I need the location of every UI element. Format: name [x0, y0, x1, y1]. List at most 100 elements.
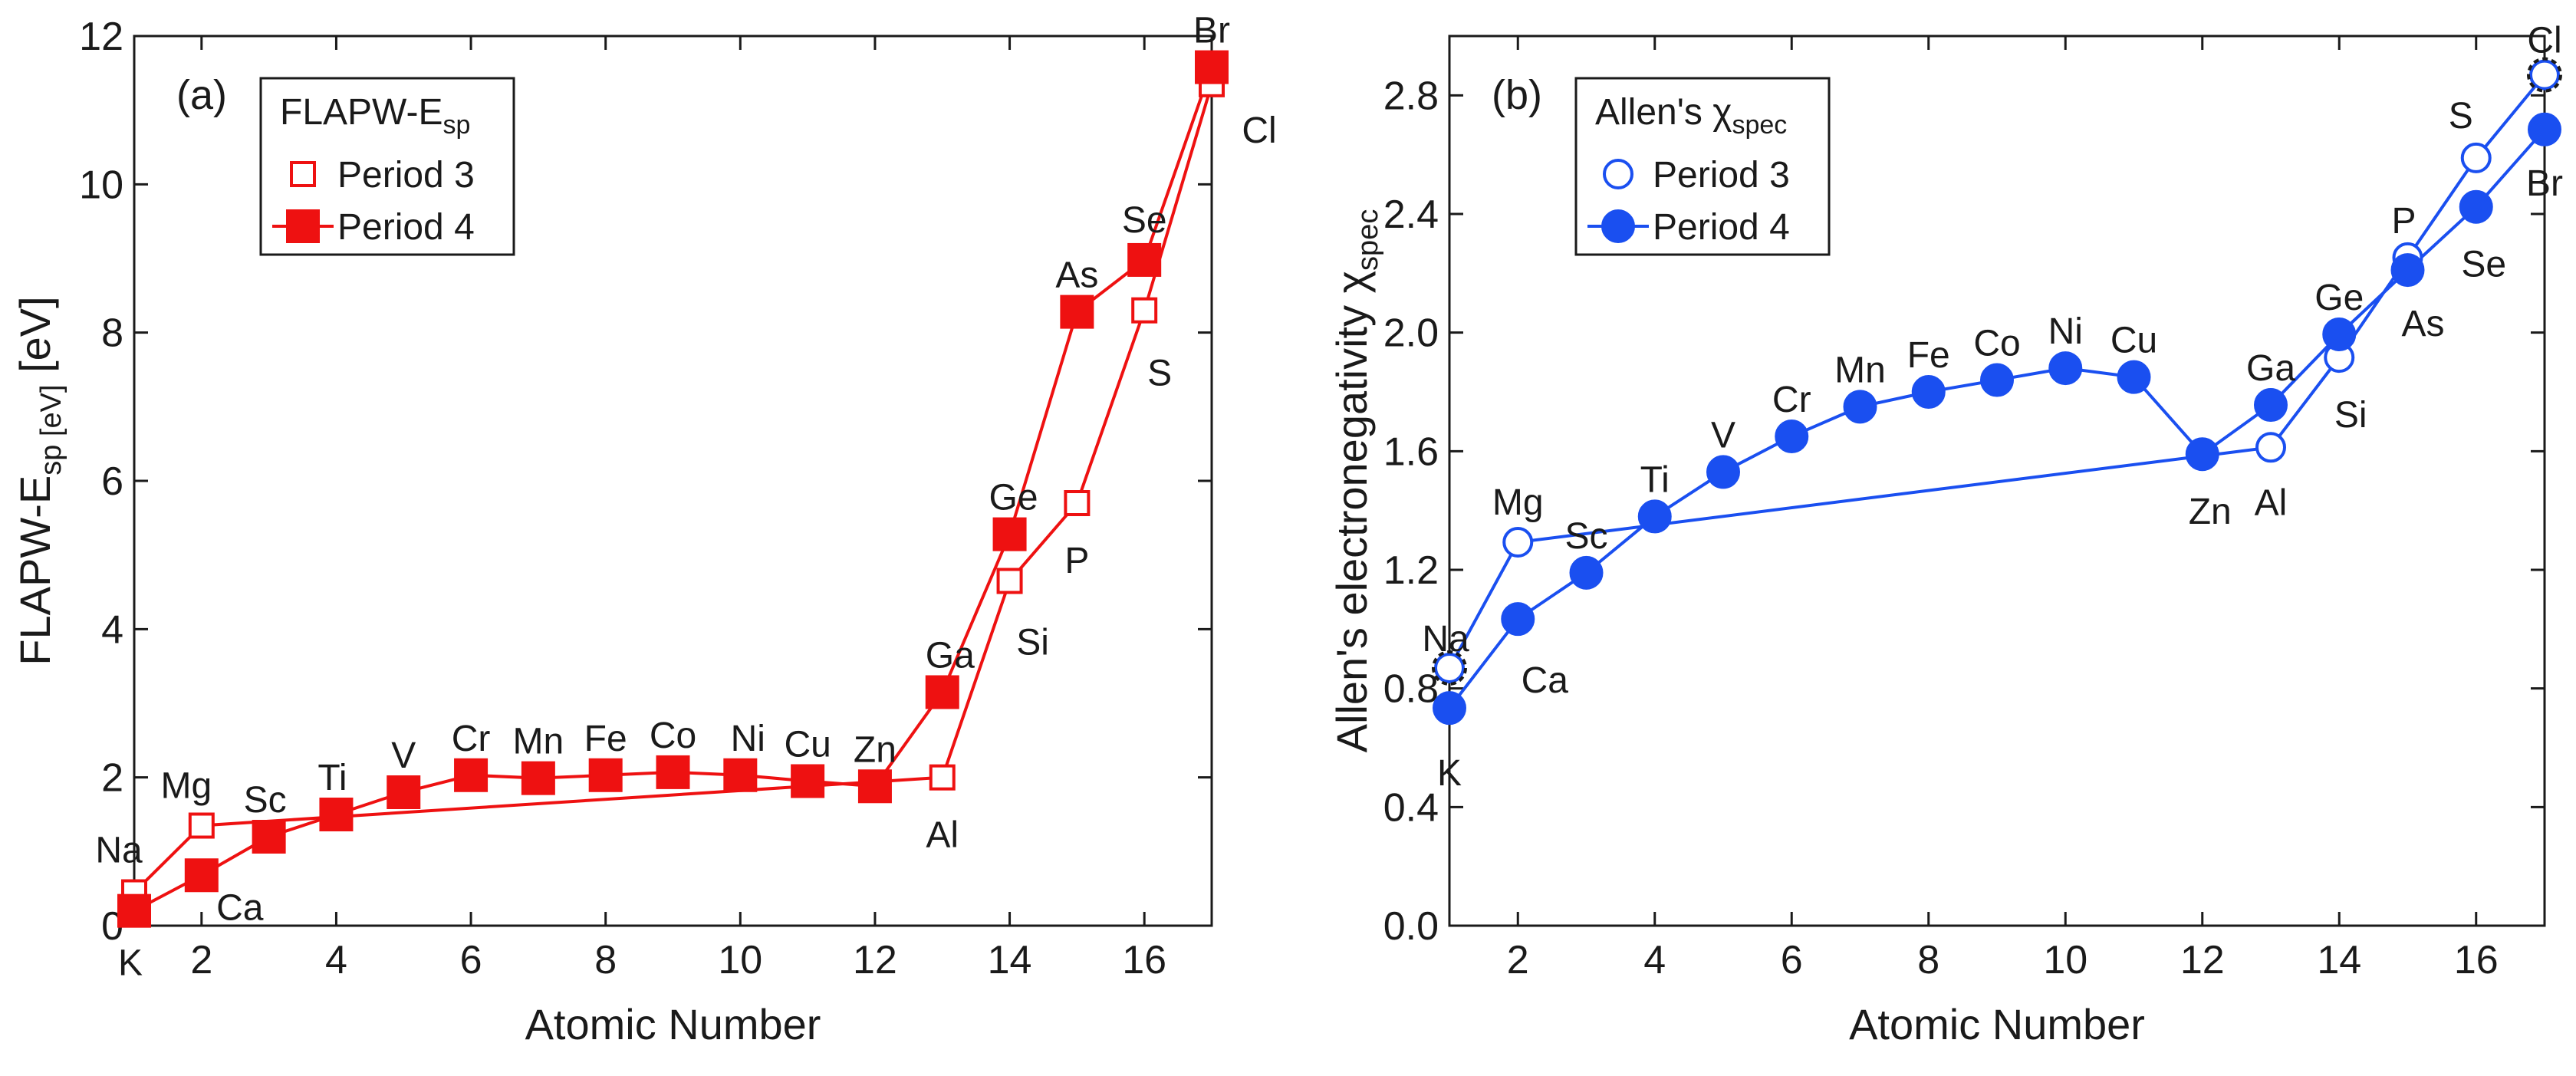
- data-point-al: [2255, 432, 2286, 463]
- y-axis-label-main: Allen's electronegativity χ: [1327, 271, 1376, 752]
- element-label-s: S: [1147, 354, 1172, 394]
- element-label-cu: Cu: [784, 725, 831, 765]
- legend-title: FLAPW-Esp: [280, 92, 470, 140]
- element-label-zn: Zn: [854, 729, 897, 770]
- element-label-br: Br: [2526, 163, 2563, 204]
- x-tick-label: 8: [1917, 938, 1939, 982]
- data-point-mg: [1502, 527, 1534, 558]
- y-tick-label: 2.0: [1383, 311, 1439, 356]
- element-label-se: Se: [2461, 245, 2506, 285]
- x-tick-label: 16: [2454, 938, 2499, 982]
- y-tick-label: 2.4: [1383, 192, 1439, 237]
- element-label-as: As: [1055, 255, 1098, 296]
- element-label-mg: Mg: [1492, 482, 1544, 523]
- data-point-ni: [723, 758, 758, 792]
- y-tick-label: 12: [79, 15, 123, 59]
- legend-title-main: Allen's χ: [1595, 92, 1732, 133]
- highlight-ring-cl: [2527, 57, 2562, 93]
- y-tick-label: 10: [79, 163, 123, 207]
- data-point-fe: [588, 758, 623, 792]
- element-label-na: Na: [1422, 619, 1469, 660]
- legend-entry-period-4: Period 4: [1653, 207, 1790, 248]
- y-axis-label: Allen's electronegativity χspec: [1327, 209, 1384, 753]
- data-point-mg: [188, 812, 215, 839]
- legend-marker-period-3: [290, 161, 316, 187]
- y-tick-label: 1.6: [1383, 429, 1439, 474]
- element-label-sc: Sc: [244, 780, 287, 821]
- data-point-sc: [252, 820, 286, 854]
- legend-title-sub: spec: [1732, 110, 1787, 140]
- legend-title-sub: sp: [442, 110, 470, 140]
- data-point-ga: [2254, 388, 2288, 423]
- panel-label: (b): [1492, 72, 1542, 118]
- element-label-se: Se: [1122, 200, 1167, 241]
- data-point-ti: [319, 798, 354, 831]
- element-label-k: K: [1437, 753, 1462, 794]
- element-label-fe: Fe: [1907, 335, 1950, 376]
- element-label-br: Br: [1193, 11, 1230, 51]
- data-point-na: [1434, 652, 1465, 683]
- element-label-p: P: [1064, 541, 1089, 581]
- element-label-cr: Cr: [452, 719, 491, 759]
- data-point-ge: [992, 517, 1027, 551]
- data-point-mn: [521, 761, 555, 795]
- data-point-cl: [2529, 59, 2560, 90]
- data-point-ca: [1501, 602, 1535, 637]
- data-point-cr: [454, 758, 489, 792]
- element-label-zn: Zn: [2189, 492, 2232, 532]
- data-point-k: [1433, 691, 1466, 726]
- data-point-co: [656, 755, 690, 789]
- data-point-cu: [791, 764, 825, 798]
- data-point-ca: [184, 858, 219, 893]
- y-tick-label: 2: [101, 756, 123, 801]
- y-tick-label: 0.0: [1383, 904, 1439, 949]
- x-tick-label: 16: [1122, 938, 1166, 982]
- x-tick-label: 6: [1781, 938, 1803, 982]
- element-label-s: S: [2449, 96, 2473, 137]
- element-label-al: Al: [2255, 482, 2288, 523]
- element-label-fe: Fe: [584, 719, 627, 759]
- element-label-v: V: [1711, 415, 1735, 456]
- x-tick-label: 14: [2317, 938, 2361, 982]
- element-label-ca: Ca: [216, 887, 264, 928]
- x-axis-label: Atomic Number: [525, 1000, 821, 1048]
- y-axis-label: FLAPW-Esp [eV] [eV]: [11, 296, 67, 665]
- y-tick-label: 4: [101, 607, 123, 652]
- element-label-cl: Cl: [1242, 110, 1276, 151]
- x-tick-label: 6: [460, 938, 482, 982]
- element-label-mn: Mn: [1834, 350, 1886, 390]
- element-label-ga: Ga: [926, 636, 975, 676]
- element-label-ti: Ti: [317, 758, 347, 798]
- data-point-k: [117, 893, 151, 928]
- element-label-ge: Ge: [2314, 278, 2364, 318]
- element-label-mn: Mn: [513, 722, 564, 762]
- data-point-v: [1706, 455, 1740, 489]
- y-axis-label-unit: [eV]: [11, 296, 59, 384]
- element-label-ni: Ni: [2048, 311, 2083, 352]
- legend-entry-period-4: Period 4: [337, 207, 475, 248]
- data-point-br: [2528, 112, 2561, 146]
- y-tick-label: 1.2: [1383, 548, 1439, 593]
- legend-marker-period-4: [1601, 209, 1635, 243]
- data-point-s: [1131, 297, 1158, 324]
- data-point-br: [1195, 50, 1229, 84]
- x-tick-label: 10: [2043, 938, 2087, 982]
- x-tick-label: 12: [853, 938, 897, 982]
- element-label-si: Si: [2334, 395, 2367, 436]
- element-label-ge: Ge: [989, 478, 1038, 518]
- data-point-ge: [2322, 317, 2357, 351]
- x-tick-label: 14: [988, 938, 1032, 982]
- data-point-co: [1980, 363, 2014, 397]
- element-label-ga: Ga: [2246, 348, 2295, 389]
- data-point-al: [929, 764, 956, 791]
- panel-b: 2 4 6 8 10 12 14 16 0.0 0.4 0.8 1.2 1.6 2.0 2.4 2.8 Atom…: [1327, 21, 2563, 1048]
- data-point-zn: [2185, 437, 2219, 472]
- data-point-ti: [1637, 499, 1672, 534]
- legend-entry-period-3: Period 3: [337, 155, 475, 196]
- data-point-cr: [1775, 420, 1809, 453]
- x-tick-label: 10: [718, 938, 762, 982]
- y-axis-label-main: FLAPW-E: [11, 475, 59, 666]
- data-point-mn: [1843, 390, 1877, 424]
